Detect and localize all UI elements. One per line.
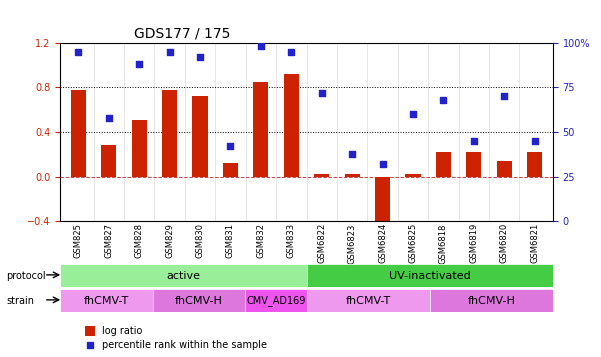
Text: GSM827: GSM827 [105, 223, 113, 258]
Text: UV-inactivated: UV-inactivated [389, 271, 471, 281]
Text: GSM828: GSM828 [135, 223, 144, 258]
Bar [101, 146, 117, 177]
Text: fhCMV-H: fhCMV-H [175, 296, 222, 306]
Point [287, 49, 296, 55]
FancyBboxPatch shape [60, 289, 153, 312]
Point [317, 90, 326, 96]
Text: GSM825: GSM825 [74, 223, 83, 258]
Point [225, 144, 235, 149]
Point [499, 94, 509, 99]
Point [439, 97, 448, 103]
FancyBboxPatch shape [153, 289, 245, 312]
Text: GSM829: GSM829 [165, 223, 174, 258]
Bar [223, 164, 238, 177]
Bar [192, 96, 207, 177]
Text: GSM830: GSM830 [195, 223, 204, 258]
Bar [71, 90, 86, 177]
Bar [132, 120, 147, 177]
Bar [314, 175, 329, 177]
Text: GSM6825: GSM6825 [409, 223, 418, 263]
FancyBboxPatch shape [430, 289, 553, 312]
Bar [375, 177, 390, 241]
Bar [527, 152, 542, 177]
Bar [162, 90, 177, 177]
Text: GSM6820: GSM6820 [500, 223, 508, 263]
Point [135, 61, 144, 67]
Text: GSM6823: GSM6823 [347, 223, 356, 263]
Point [530, 138, 540, 144]
Text: strain: strain [6, 296, 34, 306]
Text: fhCMV-T: fhCMV-T [84, 296, 129, 306]
Text: active: active [166, 271, 200, 281]
Bar [253, 82, 269, 177]
Point [378, 161, 388, 167]
FancyBboxPatch shape [307, 264, 553, 287]
Bar [406, 175, 421, 177]
Text: GSM6818: GSM6818 [439, 223, 448, 263]
Text: CMV_AD169: CMV_AD169 [246, 295, 305, 306]
Text: protocol: protocol [6, 271, 46, 281]
Bar [436, 152, 451, 177]
Point [104, 115, 114, 121]
Text: GSM6819: GSM6819 [469, 223, 478, 263]
FancyBboxPatch shape [307, 289, 430, 312]
Bar [496, 161, 512, 177]
Point [469, 138, 478, 144]
Point [195, 54, 205, 60]
Point [165, 49, 174, 55]
Bar [344, 175, 360, 177]
FancyBboxPatch shape [245, 289, 307, 312]
Point [408, 111, 418, 117]
Bar [466, 152, 481, 177]
Text: fhCMV-T: fhCMV-T [346, 296, 391, 306]
Bar [85, 326, 94, 336]
Text: GSM831: GSM831 [226, 223, 235, 258]
Text: GSM833: GSM833 [287, 223, 296, 258]
Point [347, 151, 357, 156]
Text: GSM6824: GSM6824 [378, 223, 387, 263]
Text: percentile rank within the sample: percentile rank within the sample [102, 340, 267, 351]
Bar [284, 74, 299, 177]
Point [73, 49, 83, 55]
Text: GDS177 / 175: GDS177 / 175 [134, 26, 230, 40]
Text: fhCMV-H: fhCMV-H [468, 296, 515, 306]
Text: log ratio: log ratio [102, 326, 142, 336]
Text: GSM6822: GSM6822 [317, 223, 326, 263]
Text: GSM832: GSM832 [257, 223, 266, 258]
Point [256, 44, 266, 49]
Text: GSM6821: GSM6821 [530, 223, 539, 263]
FancyBboxPatch shape [60, 264, 307, 287]
